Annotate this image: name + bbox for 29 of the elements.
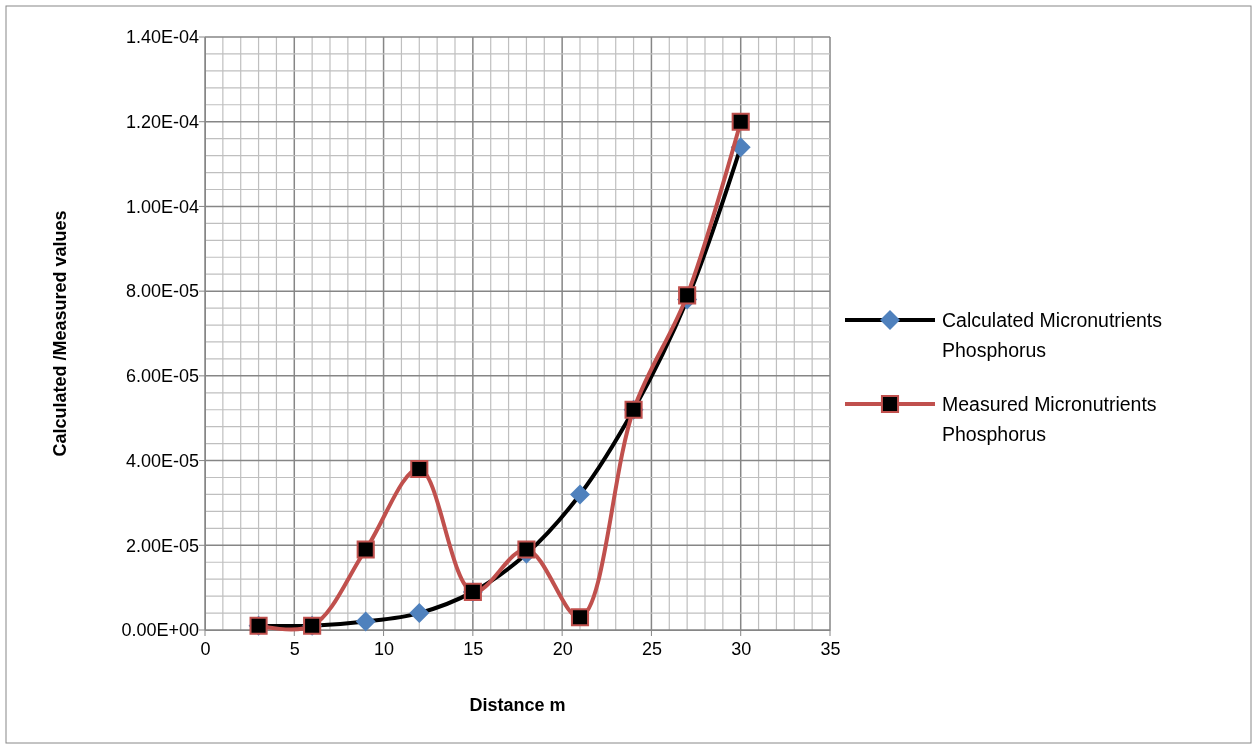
y-tick-label: 1.40E-04 bbox=[125, 27, 199, 48]
y-tick-label: 4.00E-05 bbox=[125, 450, 199, 471]
point bbox=[570, 484, 590, 505]
x-tick-label: 15 bbox=[463, 638, 484, 659]
y-tick-label: 8.00E-05 bbox=[125, 281, 199, 302]
y-tick-label: 1.00E-04 bbox=[125, 196, 199, 217]
point bbox=[731, 112, 750, 131]
legend-label: Calculated Micronutrients Phosphorus bbox=[942, 309, 1163, 361]
x-tick-label: 5 bbox=[289, 638, 300, 659]
point bbox=[678, 286, 697, 305]
y-tick-label: 2.00E-05 bbox=[125, 535, 199, 556]
x-tick-label: 20 bbox=[552, 638, 573, 659]
x-tick-label: 25 bbox=[641, 638, 662, 659]
point bbox=[356, 540, 375, 559]
y-tick-label: 6.00E-05 bbox=[125, 366, 199, 387]
y-tick-label: 1.20E-04 bbox=[125, 111, 199, 132]
legend-label: Measured Micronutrients Phosphorus bbox=[942, 393, 1157, 445]
x-tick-label: 0 bbox=[200, 638, 211, 659]
y-tick-label: 0.00E+00 bbox=[121, 620, 199, 641]
x-tick-label: 10 bbox=[374, 638, 395, 659]
point bbox=[409, 603, 430, 624]
point bbox=[355, 611, 376, 632]
point bbox=[570, 608, 590, 627]
y-axis-title: Calculated /Measured values bbox=[50, 210, 70, 457]
point bbox=[517, 540, 536, 559]
x-tick-label: 35 bbox=[820, 638, 841, 659]
x-axis-title: Distance m bbox=[469, 695, 566, 715]
x-tick-label: 30 bbox=[731, 638, 752, 659]
point bbox=[410, 459, 429, 479]
